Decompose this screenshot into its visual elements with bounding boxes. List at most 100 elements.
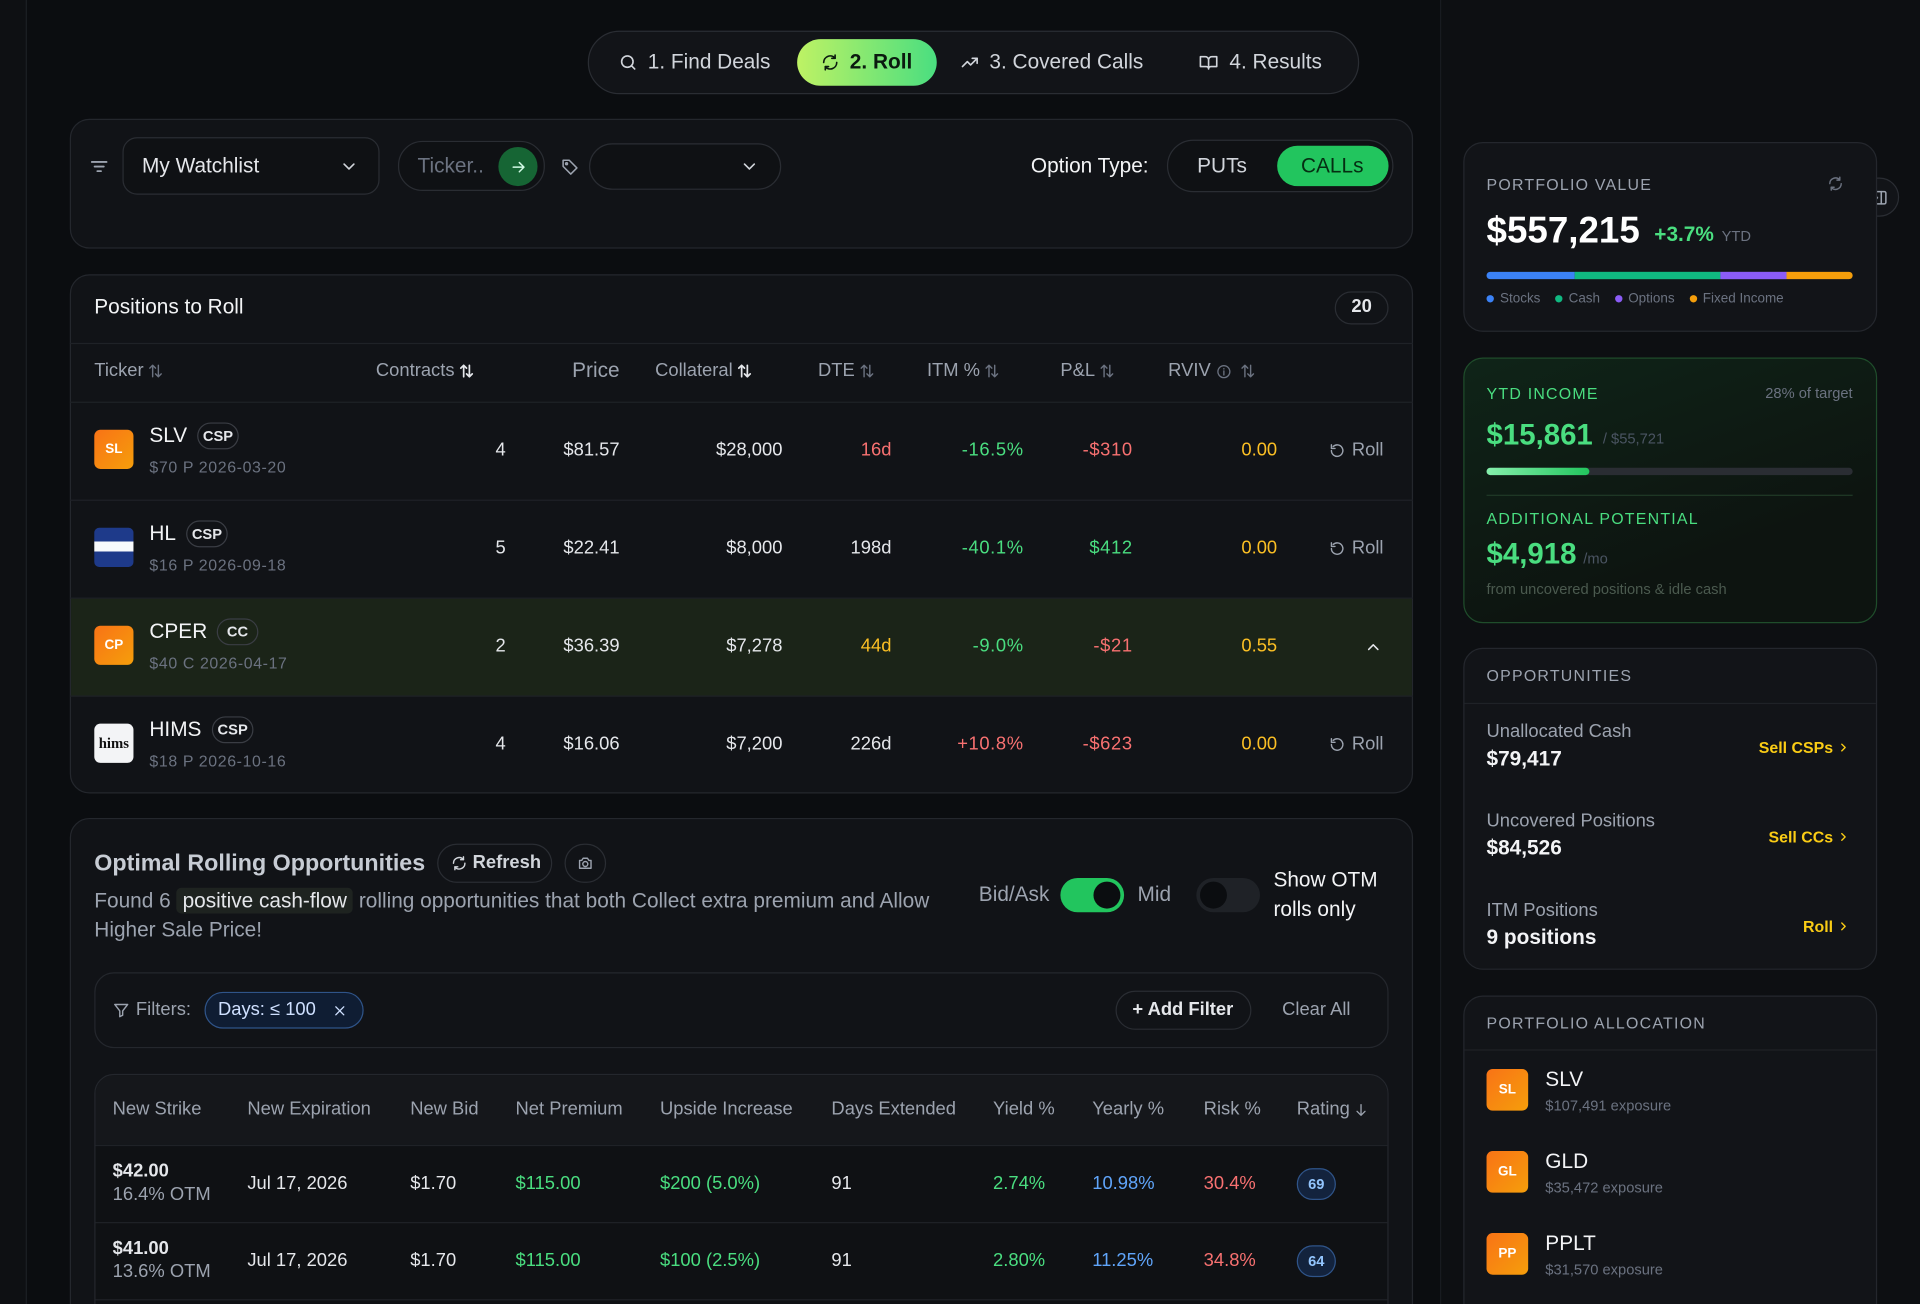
sort-icon: [736, 362, 753, 379]
column-header[interactable]: P&L: [1060, 360, 1096, 381]
ticker: HL: [149, 521, 177, 545]
clear-all-button[interactable]: Clear All: [1282, 999, 1351, 1021]
refresh-button[interactable]: [437, 843, 553, 883]
camera-icon: [577, 855, 594, 872]
income-track: [1486, 467, 1853, 476]
column-header[interactable]: Upside Increase: [660, 1098, 793, 1120]
itm: +10.8%: [957, 733, 1024, 755]
roll-button[interactable]: Roll: [1351, 537, 1384, 559]
filter-chip-label: Days: ≤ 100: [217, 999, 316, 1021]
risk: 30.4%: [1203, 1173, 1256, 1194]
column-header[interactable]: Days Extended: [831, 1098, 957, 1120]
column-header[interactable]: Price: [572, 358, 620, 383]
divider: [69, 499, 1414, 501]
mix-segment: [1786, 271, 1853, 280]
option-type[interactable]: CALLs: [1301, 154, 1364, 178]
yield: 2.74%: [993, 1173, 1046, 1194]
sort-icon: [147, 362, 164, 379]
allocation-logo: PP: [1486, 1233, 1529, 1275]
rating: 64: [1308, 1252, 1325, 1270]
potential-note: from uncovered positions & idle cash: [1486, 580, 1727, 598]
opportunity-action[interactable]: Roll: [1802, 916, 1834, 935]
rating: 69: [1308, 1175, 1325, 1193]
opportunity-action[interactable]: Sell CSPs: [1758, 737, 1834, 757]
opportunity-action[interactable]: Sell CCs: [1768, 827, 1834, 846]
column-header[interactable]: Risk %: [1203, 1098, 1261, 1120]
step-icon: [960, 53, 980, 73]
column-header[interactable]: New Bid: [410, 1098, 479, 1120]
sort-icon: [1098, 362, 1115, 379]
step-tab[interactable]: 3. Covered Calls: [989, 50, 1144, 74]
column-header[interactable]: Yearly %: [1092, 1098, 1165, 1120]
divider: [95, 1299, 1388, 1301]
column-header[interactable]: Ticker: [94, 360, 144, 381]
legend-dot: [1486, 295, 1494, 303]
filter-icon: [88, 156, 110, 178]
price-toggle-right: Mid: [1137, 882, 1172, 907]
divider: [95, 1144, 1388, 1147]
column-header[interactable]: Yield %: [993, 1098, 1055, 1120]
step-tab[interactable]: 2. Roll: [849, 50, 913, 74]
position-kind: CSP: [202, 427, 234, 445]
income-card: [1463, 357, 1878, 624]
add-filter-button[interactable]: [1115, 990, 1252, 1030]
watchlist-value: My Watchlist: [142, 154, 260, 178]
tag-select[interactable]: [588, 143, 782, 190]
price: $81.57: [563, 439, 620, 461]
count-badge: [1334, 291, 1389, 325]
opportunities-card: [1463, 647, 1878, 970]
summary-highlight: positive cash-flow: [176, 887, 354, 914]
legend-dot: [1689, 295, 1697, 303]
roll-button[interactable]: Roll: [1351, 439, 1384, 461]
itm: -9.0%: [972, 635, 1024, 657]
opportunity-label: Unallocated Cash: [1486, 721, 1632, 743]
step-tab[interactable]: 4. Results: [1229, 50, 1322, 74]
column-header[interactable]: New Expiration: [247, 1098, 371, 1120]
left-rail: [0, 0, 27, 1304]
roll-icon: [1329, 442, 1346, 459]
positions-count: 20: [1351, 296, 1372, 318]
rating-badge: [1296, 1245, 1336, 1278]
camera-button[interactable]: [564, 843, 607, 883]
roll-icon: [1329, 540, 1346, 557]
dte: 198d: [850, 537, 892, 559]
ticker-logo: SL: [94, 429, 134, 469]
portfolio-change: +3.7%: [1654, 222, 1714, 247]
itm: -40.1%: [961, 537, 1024, 559]
column-header[interactable]: ITM %: [926, 360, 981, 381]
mix-segment: [1486, 271, 1575, 280]
portfolio-period: YTD: [1721, 227, 1752, 245]
column-header[interactable]: DTE: [817, 360, 855, 381]
portfolio-label: PORTFOLIO VALUE: [1486, 174, 1653, 193]
allocation-ticker: PPLT: [1545, 1231, 1596, 1256]
column-header[interactable]: Contracts: [375, 360, 455, 381]
income-label: YTD INCOME: [1486, 383, 1599, 403]
chevron-right: [1836, 740, 1849, 753]
column-header[interactable]: Net Premium: [515, 1098, 623, 1120]
price: $22.41: [563, 537, 620, 559]
arrow-icon: [509, 157, 527, 175]
contracts: 4: [495, 733, 506, 755]
refresh-label: Refresh: [472, 852, 542, 874]
opportunity-label: Uncovered Positions: [1486, 810, 1655, 832]
step-tab[interactable]: 1. Find Deals: [647, 50, 771, 74]
toggle-knob: [1093, 881, 1121, 909]
column-header[interactable]: RVIV: [1168, 360, 1211, 381]
toggle-knob: [1200, 881, 1227, 909]
legend-label: Stocks: [1500, 291, 1541, 307]
legend-item: Options: [1614, 289, 1675, 309]
option-type[interactable]: PUTs: [1197, 154, 1247, 178]
yield: 2.80%: [993, 1250, 1046, 1272]
column-header[interactable]: New Strike: [112, 1098, 202, 1120]
filter-chip[interactable]: [204, 991, 364, 1029]
step-icon: [618, 53, 638, 73]
position-kind: CSP: [191, 525, 223, 543]
roll-button[interactable]: Roll: [1351, 733, 1384, 755]
chevron-right: [1836, 830, 1849, 843]
column-header[interactable]: Rating: [1296, 1098, 1350, 1120]
column-header[interactable]: Collateral: [655, 360, 733, 381]
watchlist-select[interactable]: [122, 137, 380, 195]
position-detail: $70 P 2026-03-20: [149, 457, 287, 476]
portfolio-card: [1463, 142, 1878, 332]
position-detail: $16 P 2026-09-18: [149, 555, 287, 574]
